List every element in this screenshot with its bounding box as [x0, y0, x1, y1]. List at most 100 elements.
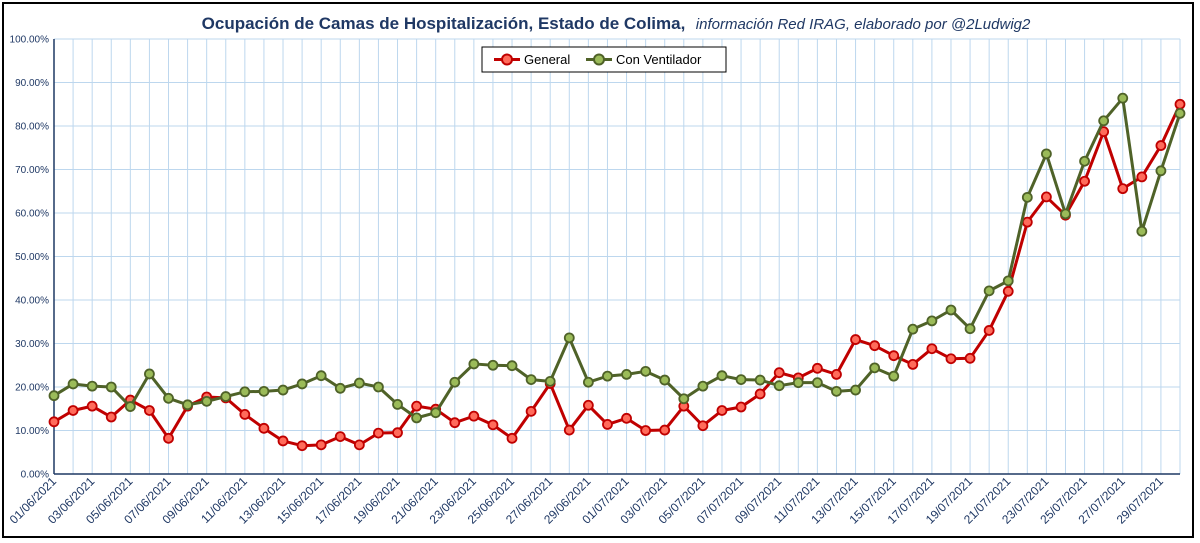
y-tick-label: 20.00% [15, 383, 49, 394]
data-point-general [525, 405, 537, 417]
data-point-con-ventilador [1098, 115, 1110, 127]
chart-subtitle: información Red IRAG, elaborado por @2Lu… [696, 16, 1031, 33]
data-point-general [239, 409, 251, 420]
series-con-ventilador [48, 92, 1186, 424]
data-point-general [773, 367, 785, 379]
data-point-general [563, 424, 575, 436]
data-point-con-ventilador [926, 315, 938, 327]
series-line-con-ventilador [53, 96, 1182, 420]
data-point-con-ventilador [811, 377, 823, 389]
data-point-con-ventilador [582, 376, 594, 388]
series-group [48, 92, 1186, 452]
y-tick-label: 50.00% [15, 252, 49, 263]
data-point-general [468, 410, 480, 422]
data-point-general [640, 425, 652, 436]
data-point-general [716, 405, 728, 416]
data-point-con-ventilador [850, 384, 861, 396]
data-point-con-ventilador [182, 399, 193, 411]
data-point-con-ventilador [678, 393, 690, 405]
data-point-general [907, 358, 919, 370]
data-point-con-ventilador [163, 392, 174, 404]
data-point-con-ventilador [124, 401, 136, 412]
data-point-con-ventilador [277, 384, 289, 396]
data-point-con-ventilador [716, 370, 728, 382]
data-point-con-ventilador [1002, 275, 1014, 287]
data-point-con-ventilador [411, 412, 423, 424]
data-point-con-ventilador [449, 376, 461, 388]
data-point-general [1136, 171, 1148, 183]
data-point-general [1079, 175, 1090, 187]
data-point-general [48, 416, 60, 428]
data-point-general [487, 419, 499, 431]
data-point-con-ventilador [1079, 155, 1090, 167]
data-point-general [964, 352, 976, 364]
y-tick-label: 30.00% [15, 339, 49, 350]
data-point-general [735, 401, 747, 413]
chart-title: Ocupación de Camas de Hospitalización, E… [202, 14, 1031, 33]
data-point-general [1041, 191, 1052, 203]
data-point-general [926, 343, 938, 355]
data-point-general [659, 424, 671, 436]
data-point-general [1117, 183, 1129, 195]
data-point-general [602, 419, 613, 430]
legend-marker-con-ventilador [593, 53, 605, 66]
x-axis-tick-labels: 01/06/202103/06/202105/06/202107/06/2021… [7, 474, 1167, 527]
data-point-con-ventilador [831, 385, 842, 397]
data-point-con-ventilador [239, 386, 251, 398]
data-point-con-ventilador [1021, 191, 1033, 203]
y-tick-label: 40.00% [15, 296, 49, 307]
data-point-general [277, 435, 289, 447]
data-point-con-ventilador [773, 380, 785, 392]
y-tick-label: 0.00% [21, 470, 49, 481]
data-point-con-ventilador [945, 304, 957, 316]
legend-item-con-ventilador: Con Ventilador [586, 52, 702, 67]
data-point-con-ventilador [621, 368, 632, 380]
data-point-general [621, 412, 632, 424]
data-point-general [869, 340, 881, 352]
data-point-general [392, 427, 403, 439]
data-point-general [1155, 140, 1167, 151]
y-tick-label: 60.00% [15, 209, 49, 220]
data-point-general [506, 432, 518, 444]
data-point-con-ventilador [1174, 107, 1186, 119]
y-tick-label: 90.00% [15, 78, 49, 89]
data-point-con-ventilador [754, 374, 766, 386]
data-point-con-ventilador [907, 323, 919, 335]
data-point-con-ventilador [258, 385, 270, 397]
data-point-con-ventilador [1041, 148, 1052, 160]
legend: General Con Ventilador [481, 46, 727, 73]
data-point-general [258, 422, 270, 434]
data-point-con-ventilador [48, 390, 60, 402]
data-point-con-ventilador [964, 323, 976, 335]
data-point-general [754, 388, 766, 400]
data-point-con-ventilador [983, 285, 995, 297]
data-point-con-ventilador [487, 359, 499, 371]
data-point-con-ventilador [602, 370, 613, 382]
legend-marker-general [501, 53, 513, 66]
data-point-general [411, 400, 423, 412]
data-point-general [1002, 285, 1014, 297]
data-point-general [1174, 98, 1186, 110]
data-point-general [983, 325, 995, 336]
data-point-con-ventilador [525, 374, 537, 386]
data-point-con-ventilador [220, 391, 232, 402]
data-point-general [582, 399, 594, 411]
y-tick-label: 70.00% [15, 165, 49, 176]
data-point-general [697, 420, 709, 432]
legend-label-con-ventilador: Con Ventilador [616, 52, 702, 67]
data-point-general [144, 405, 155, 416]
data-point-con-ventilador [792, 377, 804, 389]
data-point-general [888, 350, 900, 362]
y-axis-tick-labels: 0.00% 10.00% 20.00% 30.00% 40.00% 50.00% 60.00… [10, 35, 50, 481]
data-point-general [850, 334, 861, 345]
y-tick-label: 100.00% [10, 35, 50, 46]
data-point-con-ventilador [563, 332, 575, 344]
data-point-con-ventilador [1060, 208, 1071, 220]
data-point-con-ventilador [735, 374, 747, 386]
data-point-con-ventilador [869, 362, 881, 374]
data-point-con-ventilador [544, 375, 556, 387]
data-point-general [449, 417, 461, 429]
data-point-general [296, 440, 308, 452]
y-tick-label: 80.00% [15, 122, 49, 133]
